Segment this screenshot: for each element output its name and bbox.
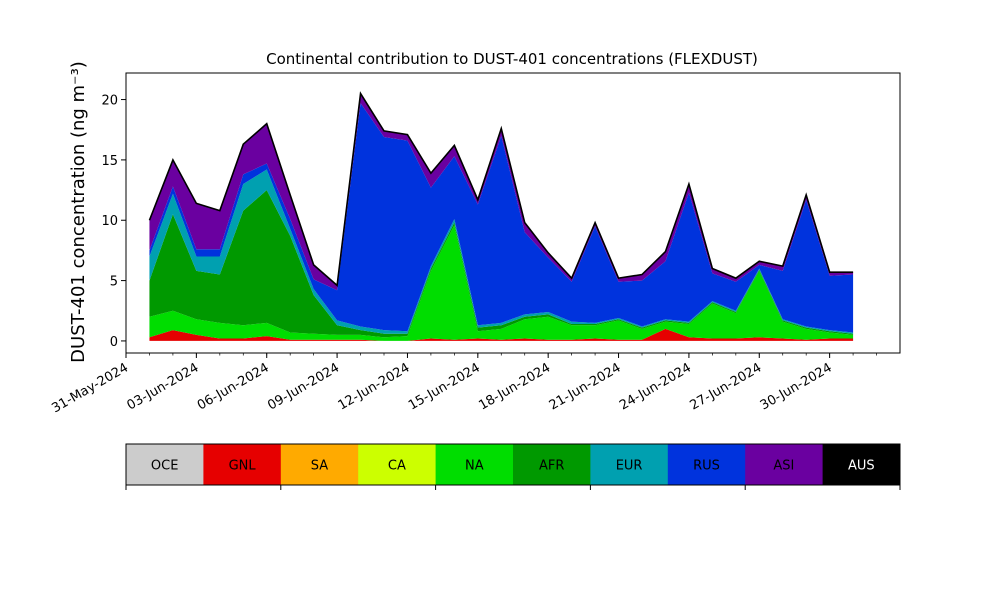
x-tick-label: 18-Jun-2024 bbox=[476, 360, 553, 413]
x-tick-label: 06-Jun-2024 bbox=[195, 360, 272, 413]
x-tick-label: 12-Jun-2024 bbox=[336, 360, 413, 413]
y-axis: 0 5 10 15 20 bbox=[101, 94, 126, 350]
total-line bbox=[148, 91, 854, 288]
x-tick-label: 15-Jun-2024 bbox=[406, 360, 483, 413]
y-tick-label: 5 bbox=[110, 275, 118, 290]
legend-label-sa: SA bbox=[311, 459, 328, 474]
legend-swatch-afr bbox=[513, 444, 591, 485]
y-tick-label: 20 bbox=[101, 94, 118, 109]
x-tick-label: 03-Jun-2024 bbox=[125, 360, 202, 413]
legend-swatch-ca bbox=[358, 444, 437, 485]
x-tick-label: 21-Jun-2024 bbox=[547, 360, 624, 413]
legend-swatch-gnl bbox=[203, 444, 282, 485]
legend-swatch-aus bbox=[822, 444, 901, 485]
area-gnl bbox=[149, 328, 854, 341]
area-asi bbox=[149, 93, 854, 291]
legend-label-aus: AUS bbox=[848, 459, 875, 474]
chart-title: Continental contribution to DUST-401 con… bbox=[266, 50, 758, 68]
legend-frame bbox=[125, 443, 901, 486]
legend-label-oce: OCE bbox=[151, 459, 179, 474]
legend-swatch-na bbox=[435, 444, 514, 485]
x-tick-label: 09-Jun-2024 bbox=[265, 360, 342, 413]
y-axis-label: DUST-401 concentration (ng m⁻³) bbox=[68, 61, 89, 363]
legend-swatch-rus bbox=[667, 444, 746, 485]
y-tick-label: 15 bbox=[101, 154, 118, 169]
legend-swatch-asi bbox=[745, 444, 824, 485]
area-rus bbox=[149, 103, 854, 333]
legend-label-ca: CA bbox=[388, 459, 406, 474]
legend-label-gnl: GNL bbox=[229, 459, 257, 474]
x-axis: 31-May-202403-Jun-202406-Jun-202409-Jun-… bbox=[49, 353, 877, 416]
legend-label-rus: RUS bbox=[693, 459, 720, 474]
y-tick-label: 0 bbox=[110, 335, 118, 350]
area-na bbox=[149, 225, 854, 341]
legend-swatch-oce bbox=[126, 444, 204, 485]
legend: OCE GNL SA CA NA AFR EUR RUS ASI AUS bbox=[125, 443, 901, 490]
x-tick-label: 31-May-2024 bbox=[49, 360, 131, 416]
x-tick-label: 24-Jun-2024 bbox=[617, 360, 694, 413]
x-tick-label: 27-Jun-2024 bbox=[687, 360, 764, 413]
plot-area bbox=[148, 91, 854, 341]
area-afr bbox=[149, 190, 854, 338]
x-tick-label: 30-Jun-2024 bbox=[758, 360, 835, 413]
legend-swatch-sa bbox=[280, 444, 359, 485]
legend-label-eur: EUR bbox=[616, 459, 643, 474]
y-tick-label: 10 bbox=[101, 214, 118, 229]
legend-swatch-eur bbox=[590, 444, 669, 485]
legend-label-afr: AFR bbox=[539, 459, 564, 474]
legend-label-na: NA bbox=[465, 459, 484, 474]
plot-frame bbox=[125, 72, 901, 354]
legend-label-asi: ASI bbox=[773, 459, 794, 474]
